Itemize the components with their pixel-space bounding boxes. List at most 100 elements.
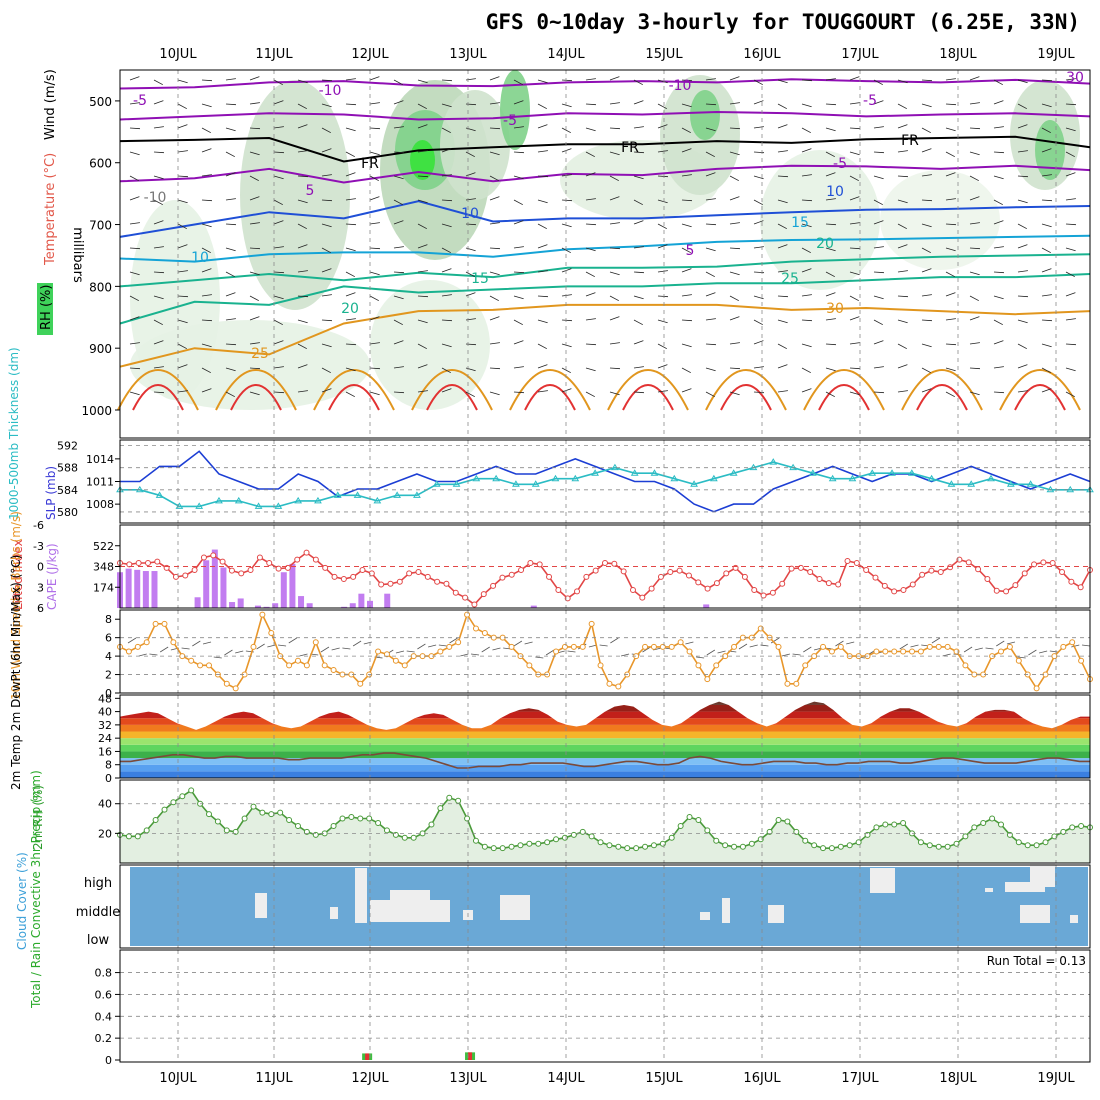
cape-bar [151, 571, 158, 608]
thickness-point [531, 480, 540, 487]
thickness-point [373, 496, 382, 504]
wind-barb [993, 319, 1003, 326]
temp-band [120, 704, 1090, 712]
wind-barb [441, 367, 451, 374]
surface-wind-barb [1049, 650, 1058, 653]
lifted-index-point [1021, 570, 1028, 577]
thickness-point [274, 502, 283, 509]
wind-barb [801, 79, 813, 82]
wind-barb [609, 196, 620, 201]
wind-barb [921, 79, 933, 82]
wind-barb [345, 271, 355, 278]
wind-barb [249, 295, 259, 302]
wind-barb [777, 270, 788, 273]
contour-label: -5 [503, 113, 517, 129]
wind-barb [513, 199, 523, 206]
wind-barb [657, 390, 668, 393]
wind-speed-point [642, 643, 649, 650]
wind-barb [1065, 172, 1076, 177]
wind-barb [681, 343, 692, 348]
wind-barb [609, 342, 620, 345]
wind-barb [825, 391, 835, 398]
lifted-index-point [629, 587, 636, 594]
wind-barb [921, 268, 932, 273]
wind-barb [609, 391, 620, 396]
cloud-patch [1020, 905, 1050, 923]
lifted-index-point [303, 549, 310, 556]
wind-barb [129, 175, 139, 182]
wind-barb [129, 295, 139, 302]
lifted-index-point [424, 573, 431, 580]
cloud-patch [870, 868, 895, 893]
lifted-index-point [144, 560, 151, 567]
rh-point [570, 831, 577, 838]
wind-speed-point [294, 657, 301, 664]
thickness-point [650, 469, 659, 476]
wind-barb [369, 196, 380, 201]
lifted-index-point [238, 570, 245, 577]
wind-barb [1065, 223, 1077, 226]
rh-point [437, 805, 444, 812]
cape-bar [280, 572, 287, 608]
thickness-point [808, 469, 817, 476]
top-date-label: 16JUL [743, 47, 781, 62]
lifted-index-point [919, 571, 926, 578]
wind-barb [369, 247, 381, 250]
wind-barb [201, 319, 213, 322]
wind-barb [681, 247, 691, 254]
wind-barb [873, 151, 885, 154]
contour-label: FR [621, 140, 639, 156]
wind-barb [705, 318, 716, 321]
lifted-index-point [844, 557, 851, 564]
wind-barb [225, 127, 236, 132]
wind-barb [681, 199, 693, 202]
wind-speed-point [570, 643, 577, 650]
wind-barb [273, 151, 285, 154]
surface-wind-barb [331, 647, 340, 651]
wind-barb [273, 126, 284, 129]
wind-barb [273, 175, 284, 180]
wind-barb [681, 388, 692, 393]
surface-isotherm-loop [230, 384, 282, 411]
lifted-index-point [518, 566, 525, 573]
wind-barb [897, 319, 908, 324]
wind-barb [345, 247, 356, 252]
isotherm--10 [119, 78, 1091, 90]
cloud-cover-panel [119, 864, 1091, 949]
wind-barb [177, 295, 189, 298]
surface-isotherm-loop [803, 369, 885, 411]
wind-barb [921, 343, 932, 348]
wind-speed-point [197, 662, 204, 669]
rh-point [802, 837, 809, 844]
bottom-date-label: 17JUL [841, 1071, 879, 1086]
wind-speed-point [802, 662, 809, 669]
wind-barb [897, 390, 908, 393]
cloud-patch [700, 912, 710, 920]
precip-tick-label: 0.2 [95, 1032, 113, 1045]
wind-barb [441, 268, 452, 273]
bottom-date-label: 11JUL [255, 1071, 293, 1086]
wind-barb [129, 367, 141, 370]
slp-line [120, 450, 1091, 513]
lifted-index-point [611, 560, 618, 567]
surface-wind-barb [599, 644, 608, 647]
wind10m-panel [119, 609, 1091, 694]
rh-shading [370, 280, 490, 410]
wind-barb [561, 103, 572, 108]
wind-speed-line [119, 612, 1091, 690]
temp-tick-label: 24 [98, 732, 112, 745]
wind-barb [249, 175, 259, 182]
wind10m-axis-label: 10m Wind Speed & Barbs (m/s) [9, 511, 23, 700]
thickness-point [432, 480, 441, 487]
thickness-point [413, 491, 421, 498]
wind-speed-point [161, 620, 168, 627]
wind-barb [801, 148, 812, 153]
contour-label: 5 [306, 183, 315, 199]
thickness-point [294, 496, 303, 504]
thickness-point [670, 474, 679, 482]
wind-barb [801, 199, 813, 202]
surface-wind-barb [685, 641, 694, 645]
wind-barb [441, 148, 452, 153]
rh-point [170, 799, 177, 806]
wind-barb [873, 366, 884, 369]
